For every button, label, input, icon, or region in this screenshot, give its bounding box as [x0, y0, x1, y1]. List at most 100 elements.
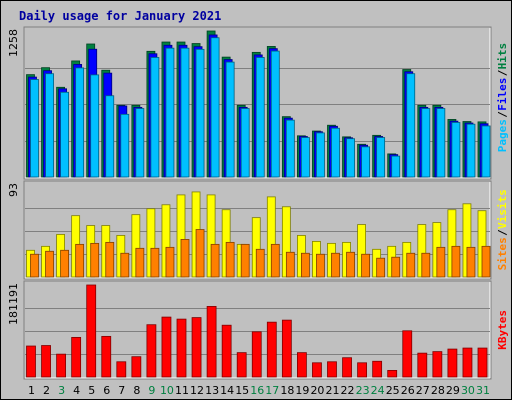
- bar-kbytes: [251, 331, 262, 378]
- bar-kbytes: [86, 284, 97, 378]
- day-label: 27: [416, 384, 430, 397]
- bar-pages: [316, 132, 325, 178]
- bar-sites: [105, 241, 115, 278]
- day-label: 2: [43, 384, 50, 397]
- bar-kbytes: [41, 345, 51, 378]
- bar-pages: [90, 74, 100, 178]
- bar-kbytes: [312, 362, 322, 378]
- day-label: 10: [160, 384, 174, 397]
- bar-pages: [60, 91, 69, 178]
- bar-sites: [421, 252, 431, 278]
- bar-pages: [210, 37, 220, 178]
- bar-sites: [346, 251, 355, 278]
- bar-pages: [240, 108, 250, 178]
- bar-pages: [436, 108, 446, 178]
- bar-kbytes: [402, 330, 413, 378]
- bar-sites: [436, 246, 446, 278]
- legend-sites: Sites: [496, 237, 509, 270]
- bar-sites: [406, 252, 416, 278]
- bar-pages: [376, 137, 386, 178]
- bar-sites: [331, 252, 340, 278]
- bar-pages: [270, 50, 280, 178]
- bar-sites: [225, 241, 235, 278]
- legend-separator: /: [496, 229, 509, 236]
- bar-sites: [60, 249, 69, 278]
- legend-separator: /: [496, 111, 509, 118]
- bar-sites: [316, 253, 325, 278]
- bar-kbytes: [296, 352, 307, 378]
- bar-kbytes: [447, 348, 458, 378]
- bar-pages: [105, 95, 115, 178]
- bar-pages: [180, 47, 190, 178]
- bar-pages: [481, 125, 491, 178]
- day-label: 9: [148, 384, 155, 397]
- max-label-visits-sites: 93: [7, 183, 20, 197]
- bar-sites: [45, 250, 54, 278]
- day-label: 12: [190, 384, 204, 397]
- bar-kbytes: [101, 335, 112, 378]
- bar-pages: [285, 119, 295, 178]
- bar-sites: [376, 257, 386, 278]
- legend-separator: /: [496, 69, 509, 76]
- day-label: 19: [295, 384, 309, 397]
- bar-pages: [346, 138, 355, 178]
- bar-pages: [195, 48, 205, 178]
- bar-pages: [225, 61, 235, 178]
- day-label: 30: [461, 384, 475, 397]
- bar-pages: [421, 108, 431, 178]
- bar-kbytes: [357, 362, 368, 378]
- day-label: 18: [280, 384, 294, 397]
- bar-kbytes: [387, 369, 398, 378]
- bar-sites: [285, 251, 295, 278]
- day-label: 5: [88, 384, 95, 397]
- bar-kbytes: [417, 352, 428, 378]
- bar-pages: [75, 67, 85, 178]
- bar-pages: [45, 73, 54, 178]
- bar-kbytes: [236, 352, 247, 378]
- bar-sites: [135, 247, 145, 278]
- day-label: 3: [58, 384, 65, 397]
- bar-pages: [451, 122, 461, 178]
- legend-hits: Hits: [496, 43, 509, 70]
- day-label: 17: [265, 384, 279, 397]
- day-label: 24: [371, 384, 385, 397]
- bar-sites: [75, 243, 85, 278]
- day-label: 8: [133, 384, 140, 397]
- bar-sites: [120, 252, 130, 278]
- bar-kbytes: [131, 356, 142, 378]
- bar-sites: [391, 256, 401, 278]
- bar-sites: [30, 253, 39, 278]
- bar-kbytes: [327, 361, 337, 378]
- day-label: 31: [476, 384, 490, 397]
- chart-title: Daily usage for January 2021: [19, 9, 221, 23]
- bar-sites: [300, 252, 310, 278]
- day-label: 28: [431, 384, 445, 397]
- bar-kbytes: [116, 361, 127, 378]
- bar-sites: [270, 243, 280, 278]
- bar-sites: [180, 239, 190, 278]
- bar-pages: [165, 47, 175, 178]
- bar-pages: [391, 155, 401, 178]
- day-label: 4: [73, 384, 80, 397]
- day-label: 11: [175, 384, 189, 397]
- bar-sites: [451, 245, 461, 278]
- bar-sites: [90, 242, 100, 278]
- day-label: 20: [310, 384, 324, 397]
- legend-kbytes: KBytes: [496, 310, 509, 350]
- day-label: 1: [28, 384, 35, 397]
- bar-kbytes: [462, 347, 473, 378]
- bar-sites: [210, 243, 220, 278]
- bar-kbytes: [146, 324, 157, 378]
- day-label: 29: [446, 384, 460, 397]
- day-label: 23: [356, 384, 370, 397]
- bar-kbytes: [281, 319, 292, 378]
- bar-pages: [331, 127, 340, 178]
- bar-sites: [165, 246, 175, 278]
- legend-pages: Pages: [496, 119, 509, 152]
- bar-kbytes: [161, 316, 172, 378]
- bar-kbytes: [56, 353, 66, 378]
- day-label: 14: [220, 384, 234, 397]
- bar-pages: [466, 123, 476, 178]
- bar-kbytes: [26, 345, 36, 378]
